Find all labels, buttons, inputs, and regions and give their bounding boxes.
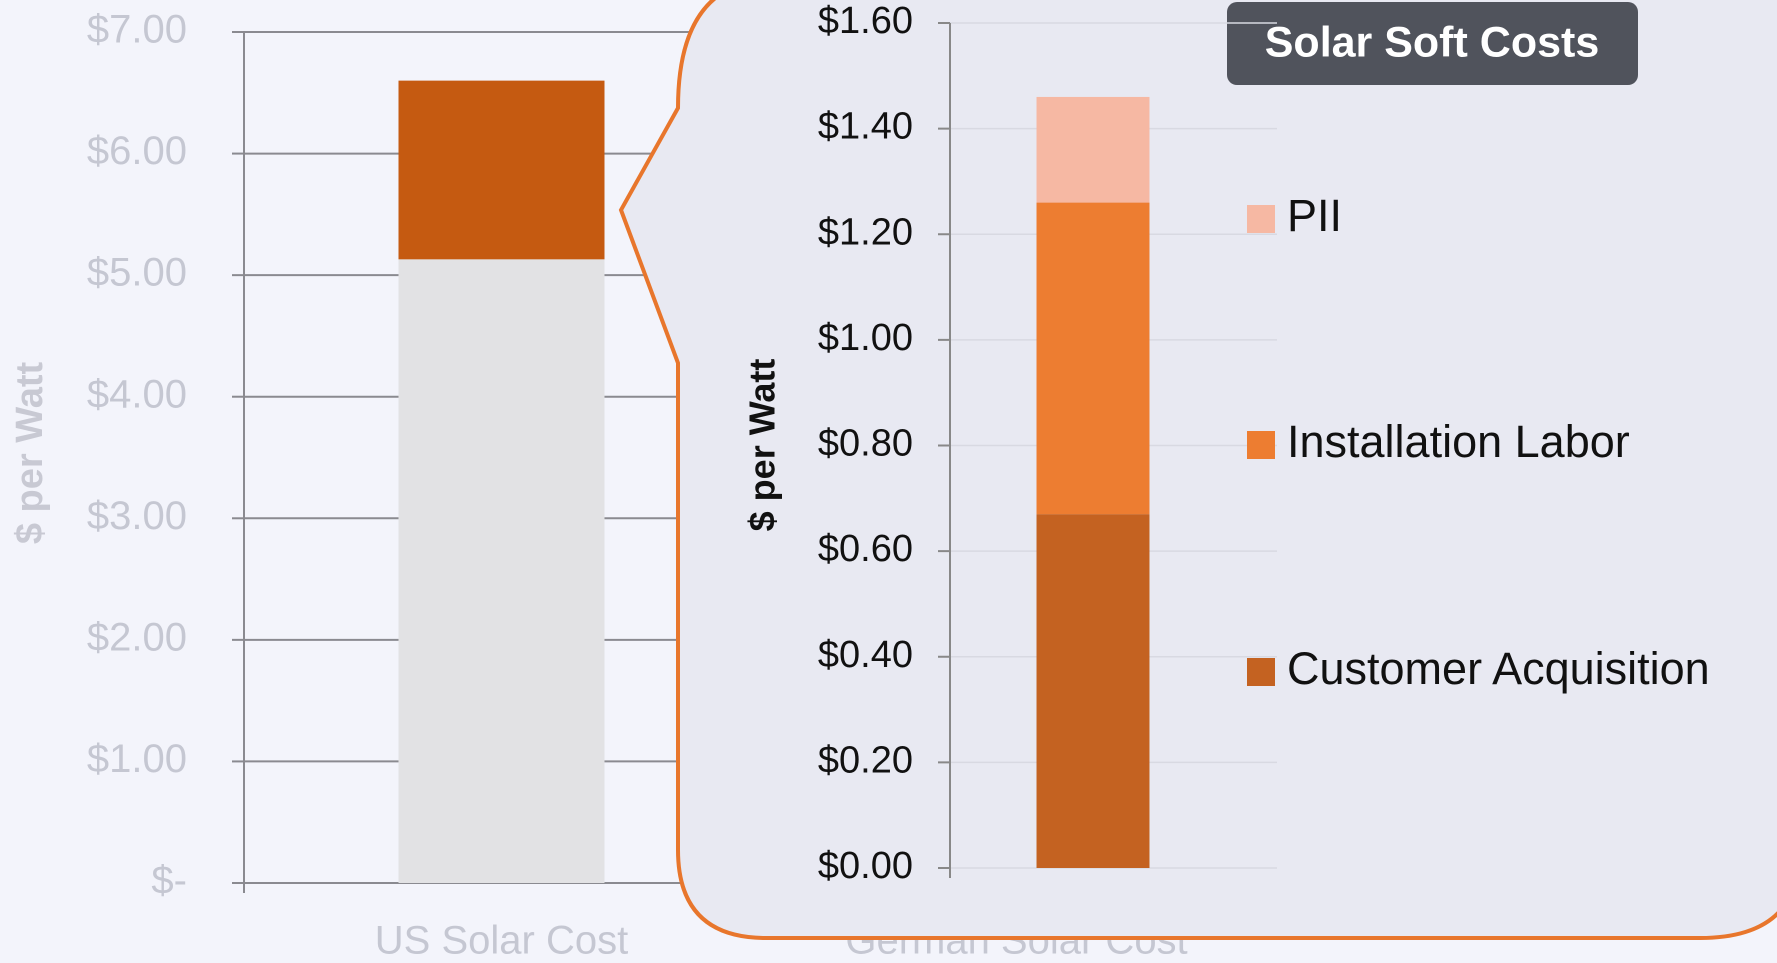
title-box xyxy=(1227,2,1638,85)
inset-chart: Solar Soft Costs $ per Watt $0.00 $0.20 $0… xyxy=(742,0,1710,887)
y-tick-label: $7.00 xyxy=(87,8,187,52)
bar-segment xyxy=(1036,202,1150,515)
y-tick-label: $0.80 xyxy=(818,423,913,465)
y-tick-label: $1.60 xyxy=(818,0,913,42)
bar-segment xyxy=(398,80,605,260)
callout xyxy=(618,0,1777,940)
y-tick-label: $0.00 xyxy=(818,845,913,887)
x-tick-label: US Solar Cost xyxy=(375,919,628,963)
legend-label: PII xyxy=(1287,190,1342,241)
y-tick-label: $1.00 xyxy=(818,317,913,359)
y-tick-label: $1.00 xyxy=(87,737,187,781)
legend-label: Customer Acquisition xyxy=(1287,643,1710,694)
legend-swatch xyxy=(1247,658,1275,686)
chart-title: Solar Soft Costs xyxy=(1265,18,1600,66)
y-tick-label: $0.20 xyxy=(818,739,913,781)
legend-label: Installation Labor xyxy=(1287,416,1630,467)
y-axis-label: $ per Watt xyxy=(742,359,783,532)
legend-swatch xyxy=(1247,205,1275,233)
y-tick-label: $1.40 xyxy=(818,106,913,148)
y-tick-label: $0.40 xyxy=(818,634,913,676)
y-axis-label: $ per Watt xyxy=(9,362,51,545)
legend-swatch xyxy=(1247,431,1275,459)
y-tick-label: $5.00 xyxy=(87,251,187,295)
y-tick-label: $2.00 xyxy=(87,615,187,659)
bar-segment xyxy=(1036,514,1150,868)
y-tick-label: $1.20 xyxy=(818,211,913,253)
y-tick-label: $3.00 xyxy=(87,494,187,538)
bar-segment xyxy=(398,259,605,883)
bar-segment xyxy=(1036,96,1150,203)
y-tick-label: $6.00 xyxy=(87,129,187,173)
y-tick-label: $0.60 xyxy=(818,528,913,570)
y-tick-label: $- xyxy=(151,859,187,903)
y-tick-label: $4.00 xyxy=(87,372,187,416)
